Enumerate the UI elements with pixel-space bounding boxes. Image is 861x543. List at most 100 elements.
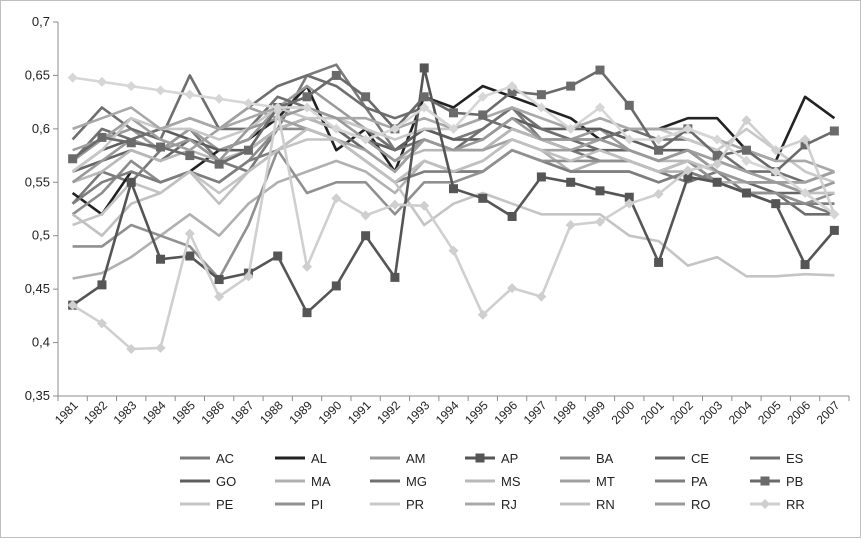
legend-item: GO — [180, 474, 236, 489]
square-marker — [712, 151, 722, 161]
square-marker — [156, 142, 166, 152]
diamond-marker — [770, 166, 781, 177]
diamond-marker — [448, 123, 459, 134]
legend-item: RR — [750, 497, 805, 512]
square-marker — [390, 272, 400, 282]
square-marker — [624, 100, 634, 110]
y-tick-label: 0,5 — [32, 228, 50, 243]
diamond-marker — [507, 81, 518, 92]
diamond-marker — [565, 123, 576, 134]
legend-label: BA — [596, 451, 614, 466]
legend-label: GO — [216, 474, 236, 489]
diamond-marker — [741, 115, 752, 126]
square-marker — [741, 145, 751, 155]
legend-item: PB — [750, 474, 803, 489]
legend-label: RN — [596, 497, 615, 512]
square-marker — [654, 257, 664, 267]
diamond-marker — [155, 342, 166, 353]
legend-item: RJ — [465, 497, 517, 512]
y-tick-label: 0,6 — [32, 121, 50, 136]
series-layer — [67, 63, 840, 354]
series-line — [71, 127, 835, 237]
legend-item: PE — [180, 497, 234, 512]
square-marker — [302, 92, 312, 102]
diamond-marker — [331, 193, 342, 204]
square-marker — [419, 63, 429, 73]
square-marker — [760, 476, 770, 486]
legend-label: PB — [786, 474, 803, 489]
legend-label: MS — [501, 474, 521, 489]
legend-item: RN — [560, 497, 615, 512]
legend-item: MG — [370, 474, 427, 489]
diamond-marker — [302, 102, 313, 113]
square-marker — [68, 154, 78, 164]
diamond-marker — [507, 283, 518, 294]
square-marker — [800, 260, 810, 270]
diamond-marker — [360, 210, 371, 221]
square-marker — [97, 280, 107, 290]
square-marker — [829, 225, 839, 235]
square-marker — [624, 192, 634, 202]
square-marker — [449, 184, 458, 194]
square-marker — [800, 140, 810, 150]
legend-label: CE — [691, 451, 709, 466]
square-marker — [243, 145, 253, 155]
legend-label: PR — [406, 497, 424, 512]
square-marker — [331, 281, 341, 291]
diamond-marker — [477, 309, 488, 320]
square-marker — [712, 177, 722, 187]
square-marker — [475, 453, 485, 463]
diamond-marker — [243, 271, 254, 282]
diamond-marker — [448, 245, 459, 256]
diamond-marker — [155, 85, 166, 96]
square-marker — [536, 172, 546, 182]
legend-label: MT — [596, 474, 615, 489]
diamond-marker — [653, 189, 664, 200]
diamond-marker — [214, 291, 225, 302]
legend-item: PI — [275, 497, 323, 512]
legend-label: AL — [311, 451, 327, 466]
square-marker — [478, 193, 488, 203]
y-tick-label: 0,4 — [32, 335, 50, 350]
square-marker — [361, 231, 371, 241]
diamond-marker — [214, 93, 225, 104]
diamond-marker — [243, 98, 254, 109]
square-marker — [507, 86, 517, 96]
square-marker — [566, 177, 576, 187]
diamond-marker — [331, 123, 342, 134]
diamond-marker — [184, 228, 195, 239]
legend-label: RR — [786, 497, 805, 512]
series-line — [72, 138, 835, 278]
diamond-marker — [653, 134, 664, 145]
diamond-marker — [477, 91, 488, 102]
square-marker — [449, 108, 458, 118]
diamond-marker — [184, 89, 195, 100]
legend-item: AP — [465, 451, 518, 466]
legend-item: MS — [465, 474, 521, 489]
diamond-marker — [565, 220, 576, 231]
square-marker — [654, 145, 664, 155]
diamond-marker — [682, 165, 693, 176]
y-tick-label: 0,65 — [25, 67, 50, 82]
diamond-marker — [800, 187, 811, 198]
square-marker — [185, 251, 195, 261]
diamond-marker — [272, 102, 283, 113]
legend-label: AM — [406, 451, 426, 466]
diamond-marker — [67, 72, 78, 83]
legend-item: AM — [370, 451, 426, 466]
legend-item: PR — [370, 497, 424, 512]
diamond-marker — [419, 200, 430, 211]
square-marker — [683, 172, 693, 182]
square-marker — [536, 90, 546, 100]
square-marker — [741, 188, 751, 198]
square-marker — [331, 70, 341, 80]
diamond-marker — [360, 134, 371, 145]
legend-label: MG — [406, 474, 427, 489]
legend-label: PI — [311, 497, 323, 512]
legend-label: PA — [691, 474, 708, 489]
legend-label: RO — [691, 497, 711, 512]
series-ro — [71, 106, 835, 195]
legend-label: PE — [216, 497, 234, 512]
square-marker — [595, 65, 605, 75]
legend-item: AL — [275, 451, 327, 466]
